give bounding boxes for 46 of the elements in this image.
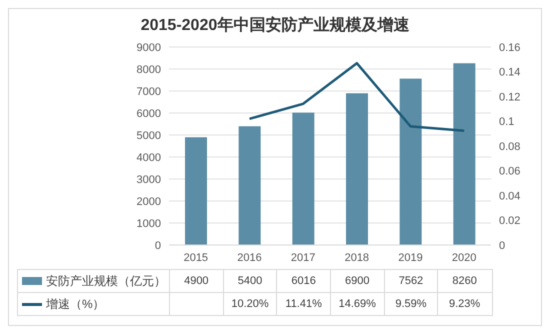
- legend-label: 增速（%）: [45, 296, 106, 313]
- x-tick-label: 2019: [398, 252, 423, 264]
- y2-tick-label: 0.04: [499, 190, 520, 202]
- data-label: 4900: [169, 270, 223, 292]
- data-label: 8260: [437, 270, 491, 292]
- y-tick-label: 6000: [136, 108, 161, 120]
- y2-tick-label: 0.06: [499, 166, 520, 178]
- data-label: 10.20%: [222, 293, 276, 315]
- y-tick-label: 2000: [136, 196, 161, 208]
- y2-tick-label: 0.12: [499, 91, 520, 104]
- y2-tick-label: 0: [499, 240, 506, 252]
- line-series: [248, 62, 466, 132]
- data-label: 9.59%: [384, 293, 438, 315]
- y2-tick-label: 0.02: [499, 215, 520, 228]
- chart-title: 2015-2020年中国安防产业规模及增速: [140, 15, 410, 36]
- data-label: 9.23%: [437, 293, 491, 315]
- y2-tick-label: 0.14: [499, 66, 520, 79]
- bar: [346, 93, 368, 245]
- y-tick-label: 9000: [136, 42, 161, 54]
- data-label: 14.69%: [330, 293, 384, 315]
- bar: [185, 137, 207, 245]
- bar: [453, 63, 476, 245]
- data-label: 6900: [330, 270, 384, 292]
- bar: [292, 112, 314, 245]
- y-tick-label: 4000: [136, 152, 161, 164]
- y2-tick-label: 0.08: [499, 140, 520, 153]
- x-tick-label: 2018: [344, 252, 370, 264]
- bar: [238, 126, 261, 245]
- x-tick-label: 2016: [237, 252, 262, 264]
- y-tick-label: 8000: [136, 64, 161, 76]
- y-tick-label: 5000: [136, 130, 161, 142]
- y2-tick-label: 0.16: [499, 42, 520, 54]
- data-label: 11.41%: [276, 293, 330, 315]
- y-tick-label: 1000: [136, 218, 161, 230]
- x-tick-label: 2015: [184, 252, 208, 264]
- bar: [400, 78, 422, 245]
- y-tick-label: 0: [154, 240, 161, 252]
- y2-tick-label: 0.1: [499, 116, 514, 128]
- data-label: 7562: [384, 270, 438, 292]
- x-tick-label: 2017: [290, 252, 316, 264]
- data-label: 5400: [222, 270, 276, 292]
- y-tick-label: 3000: [136, 174, 161, 186]
- data-label: 6016: [276, 270, 330, 292]
- legend-label: 安防产业规模（亿元）: [45, 273, 167, 290]
- y-tick-label: 7000: [136, 86, 161, 98]
- x-tick-label: 2020: [452, 252, 476, 264]
